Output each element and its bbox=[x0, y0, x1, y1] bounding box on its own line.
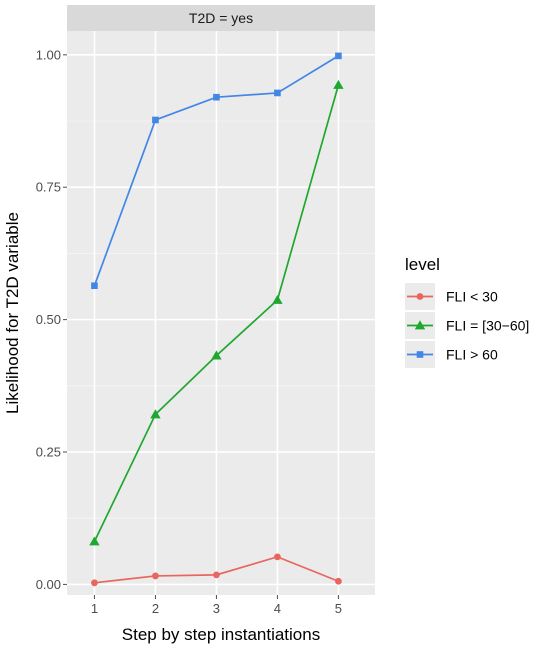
data-point bbox=[274, 553, 281, 561]
legend-item: FLI > 60 bbox=[405, 341, 498, 368]
data-point bbox=[150, 409, 161, 419]
legend-item: FLI = [30−60] bbox=[405, 312, 529, 339]
y-tick-label: 0.25 bbox=[36, 445, 61, 460]
legend-label: FLI < 30 bbox=[446, 289, 498, 305]
data-point bbox=[335, 52, 342, 60]
y-tick-label: 0.75 bbox=[36, 180, 61, 195]
series-square bbox=[91, 52, 342, 290]
x-axis: 1 2 3 4 5 bbox=[91, 595, 342, 616]
x-axis-title: Step by step instantiations bbox=[122, 625, 320, 644]
data-point bbox=[91, 282, 98, 290]
facet-strip bbox=[67, 5, 375, 31]
legend-label: FLI > 60 bbox=[446, 347, 498, 363]
x-tick-label: 4 bbox=[274, 601, 281, 616]
series-circle bbox=[91, 553, 342, 587]
legend-label: FLI = [30−60] bbox=[446, 318, 529, 334]
legend-key-marker bbox=[416, 293, 424, 300]
data-point bbox=[213, 571, 220, 579]
legend-item: FLI < 30 bbox=[405, 283, 498, 310]
data-point bbox=[335, 577, 342, 585]
x-tick-label: 5 bbox=[335, 601, 342, 616]
y-axis: 0.00 0.25 0.50 0.75 1.00 bbox=[36, 47, 67, 592]
data-point bbox=[152, 572, 159, 580]
facet-strip-label: T2D = yes bbox=[189, 10, 253, 26]
data-point bbox=[272, 294, 283, 304]
grid-lines bbox=[67, 31, 375, 595]
y-axis-title: Likelihood for T2D variable bbox=[3, 212, 22, 414]
plot-panel bbox=[67, 31, 375, 595]
x-tick-label: 3 bbox=[213, 601, 220, 616]
data-point bbox=[89, 536, 100, 546]
legend: FLI < 30 FLI = [30−60] FLI > 60 bbox=[405, 283, 529, 368]
data-point bbox=[152, 116, 159, 124]
data-point bbox=[211, 350, 222, 360]
legend-key-marker bbox=[416, 351, 424, 358]
legend-key-marker bbox=[414, 320, 426, 330]
data-point bbox=[274, 89, 281, 97]
data-point bbox=[91, 579, 98, 587]
y-tick-label: 1.00 bbox=[36, 47, 61, 62]
legend-title: level bbox=[405, 255, 440, 274]
series-layer bbox=[89, 52, 344, 587]
y-tick-label: 0.50 bbox=[36, 312, 61, 327]
y-tick-label: 0.00 bbox=[36, 577, 61, 592]
series-triangle bbox=[89, 79, 344, 546]
x-tick-label: 2 bbox=[152, 601, 159, 616]
data-point bbox=[333, 79, 344, 89]
data-point bbox=[213, 93, 220, 101]
x-tick-label: 1 bbox=[91, 601, 98, 616]
